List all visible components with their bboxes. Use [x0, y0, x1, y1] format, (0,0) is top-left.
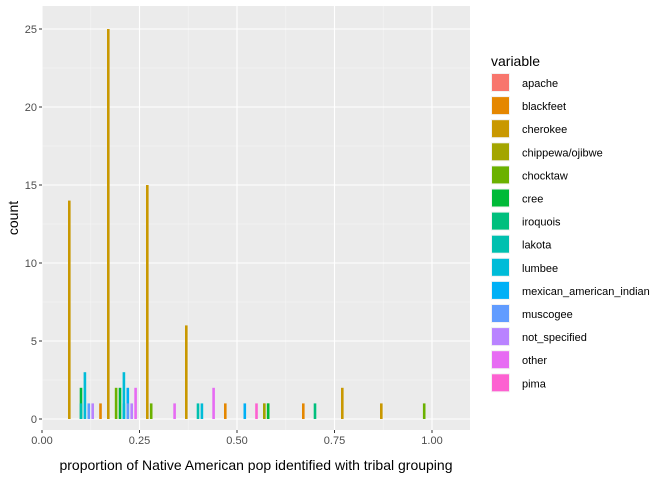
legend-label-mexican-american-indian: mexican_american_indian — [522, 286, 650, 298]
x-tick-label: 0.75 — [324, 435, 345, 447]
x-axis-title: proportion of Native American pop identi… — [59, 457, 452, 473]
x-tick-label: 0.25 — [129, 435, 150, 447]
bar-muscogee — [87, 403, 91, 419]
plot-panel — [42, 6, 470, 430]
legend-label-blackfeet: blackfeet — [522, 101, 566, 113]
bar-cherokee — [341, 387, 344, 419]
bar-other — [134, 387, 137, 419]
bar-lumbee — [122, 372, 126, 419]
y-tick-label: 10 — [25, 258, 37, 270]
legend-title: variable — [491, 53, 540, 69]
bar-cree — [118, 387, 122, 419]
legend-swatch-other — [492, 351, 509, 369]
legend-swatch-apache — [492, 74, 509, 91]
bar-cherokee — [380, 403, 383, 419]
bar-other — [173, 403, 176, 419]
y-tick-label: 15 — [25, 180, 37, 192]
y-axis-title: count — [5, 201, 21, 235]
bar-lakota — [196, 403, 200, 419]
bar-mexican-american-indian — [243, 403, 247, 419]
legend-swatch-pima — [492, 374, 509, 392]
legend-label-lakota: lakota — [522, 240, 552, 252]
legend-swatch-cherokee — [492, 120, 509, 138]
legend-label-cree: cree — [522, 194, 543, 206]
bar-lumbee — [200, 403, 204, 419]
bar-chocktaw — [149, 403, 153, 419]
bar-iroquois — [313, 403, 317, 419]
legend-label-chocktaw: chocktaw — [522, 170, 568, 182]
bar-lakota — [79, 403, 83, 419]
bar-muscogee — [126, 403, 130, 419]
legend-swatch-not-specified — [492, 328, 509, 346]
bar-blackfeet — [224, 403, 227, 419]
bar-not-specified — [91, 403, 94, 419]
bar-cherokee — [107, 29, 110, 419]
legend-swatch-iroquois — [492, 212, 509, 230]
legend-swatch-lakota — [492, 235, 509, 253]
y-tick-label: 5 — [31, 336, 37, 348]
x-tick-label: 0.50 — [226, 435, 247, 447]
legend-swatch-mexican-american-indian — [492, 281, 509, 299]
bar-cherokee — [185, 325, 188, 419]
bar-chocktaw — [114, 387, 118, 419]
legend: variable apache blackfeet cherokee chippewa… — [491, 53, 650, 393]
legend-swatch-chocktaw — [492, 166, 509, 184]
legend-label-pima: pima — [522, 378, 547, 390]
legend-swatch-blackfeet — [492, 97, 509, 115]
y-tick-label: 0 — [31, 414, 37, 426]
legend-label-not-specified: not_specified — [522, 332, 587, 344]
legend-label-lumbee: lumbee — [522, 263, 558, 275]
bar-chippewa-ojibwe — [263, 403, 266, 419]
legend-label-chippewa-ojibwe: chippewa/ojibwe — [522, 147, 603, 159]
legend-swatch-lumbee — [492, 258, 509, 276]
legend-label-cherokee: cherokee — [522, 124, 567, 136]
legend-swatch-muscogee — [492, 305, 509, 322]
bar-cherokee — [146, 185, 149, 419]
grid-layer — [41, 6, 470, 430]
x-tick-label: 1.00 — [421, 435, 442, 447]
legend-label-other: other — [522, 355, 547, 367]
y-tick-label: 25 — [25, 24, 37, 36]
bar-lumbee — [83, 372, 87, 419]
bar-chocktaw — [422, 403, 426, 419]
bar-cree — [266, 403, 270, 419]
legend-label-iroquois: iroquois — [522, 217, 561, 229]
bar-blackfeet — [99, 403, 102, 419]
legend-swatch-chippewa-ojibwe — [492, 143, 509, 161]
x-tick-label: 0.00 — [31, 435, 52, 447]
bars-layer — [68, 29, 426, 419]
x-axis: 0.00 0.25 0.50 0.75 1.00 — [31, 430, 443, 447]
y-axis: 0 5 10 15 20 25 — [25, 24, 42, 426]
bar-blackfeet — [302, 403, 305, 419]
y-tick-label: 20 — [25, 102, 37, 114]
bar-not-specified — [130, 403, 133, 419]
legend-label-apache: apache — [522, 78, 558, 90]
bar-cherokee — [68, 200, 71, 419]
legend-label-muscogee: muscogee — [522, 309, 573, 321]
legend-swatch-cree — [492, 189, 509, 207]
bar-pima — [255, 403, 258, 419]
bar-other — [212, 387, 215, 419]
